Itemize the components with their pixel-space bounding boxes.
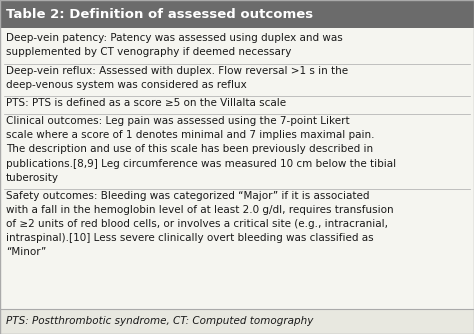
Text: Clinical outcomes: Leg pain was assessed using the 7-point Likert: Clinical outcomes: Leg pain was assessed… [6,116,349,126]
FancyBboxPatch shape [0,28,474,334]
Text: “Minor”: “Minor” [6,247,46,257]
Text: Safety outcomes: Bleeding was categorized “Major” if it is associated: Safety outcomes: Bleeding was categorize… [6,191,369,201]
Text: intraspinal).[10] Less severe clinically overt bleeding was classified as: intraspinal).[10] Less severe clinically… [6,233,374,243]
Text: supplemented by CT venography if deemed necessary: supplemented by CT venography if deemed … [6,47,291,57]
Text: deep-venous system was considered as reflux: deep-venous system was considered as ref… [6,80,246,90]
Text: publications.[8,9] Leg circumference was measured 10 cm below the tibial: publications.[8,9] Leg circumference was… [6,159,396,169]
Text: tuberosity: tuberosity [6,173,59,183]
Text: Deep-vein reflux: Assessed with duplex. Flow reversal >1 s in the: Deep-vein reflux: Assessed with duplex. … [6,66,348,76]
Text: PTS: Postthrombotic syndrome, CT: Computed tomography: PTS: Postthrombotic syndrome, CT: Comput… [6,317,313,326]
Text: PTS: PTS is defined as a score ≥5 on the Villalta scale: PTS: PTS is defined as a score ≥5 on the… [6,98,286,108]
FancyBboxPatch shape [0,309,474,334]
Text: of ≥2 units of red blood cells, or involves a critical site (e.g., intracranial,: of ≥2 units of red blood cells, or invol… [6,219,388,229]
Text: Table 2: Definition of assessed outcomes: Table 2: Definition of assessed outcomes [6,8,313,21]
Text: The description and use of this scale has been previously described in: The description and use of this scale ha… [6,145,373,155]
Text: scale where a score of 1 denotes minimal and 7 implies maximal pain.: scale where a score of 1 denotes minimal… [6,131,374,140]
Text: with a fall in the hemoglobin level of at least 2.0 g/dl, requires transfusion: with a fall in the hemoglobin level of a… [6,205,393,215]
Text: Deep-vein patency: Patency was assessed using duplex and was: Deep-vein patency: Patency was assessed … [6,33,342,43]
FancyBboxPatch shape [0,0,474,28]
